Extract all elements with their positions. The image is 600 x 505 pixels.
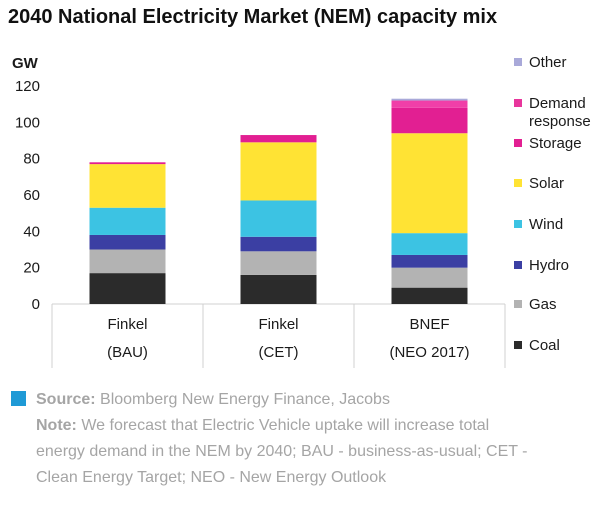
- source-line: Source: Bloomberg New Energy Finance, Ja…: [36, 387, 390, 413]
- y-tick-label: 20: [23, 260, 40, 277]
- source-label: Source:: [36, 391, 96, 408]
- y-tick-label: 100: [15, 114, 40, 131]
- x-tick-label: BNEF: [409, 316, 449, 333]
- y-tick-label: 0: [32, 296, 40, 313]
- x-tick-label: Finkel: [258, 316, 298, 333]
- stacked-bar-chart: GW 0 20 40 60 80 100 120 Finkel (BAU) Finkel (CET) B…: [12, 54, 591, 368]
- bar-segment-demand-response: [391, 100, 468, 108]
- x-tick-label: (BAU): [107, 344, 148, 361]
- y-tick-label: 40: [23, 223, 40, 240]
- bar-segment-gas: [240, 251, 317, 275]
- legend-label: Storage: [529, 135, 582, 152]
- note-line-1: Note: We forecast that Electric Vehicle …: [36, 413, 489, 439]
- bar-segment-coal: [391, 287, 468, 304]
- legend-swatch: [514, 220, 522, 228]
- bar-segment-wind: [240, 200, 317, 237]
- legend-swatch: [514, 261, 522, 269]
- x-tick-label: (NEO 2017): [389, 344, 469, 361]
- bar-segment-wind: [391, 233, 468, 255]
- y-tick-label: 80: [23, 151, 40, 168]
- note-line-2: energy demand in the NEM by 2040; BAU - …: [36, 443, 528, 460]
- bar-segment-coal: [240, 274, 317, 304]
- legend-label: Coal: [529, 337, 560, 354]
- note-text-1: We forecast that Electric Vehicle uptake…: [76, 417, 490, 434]
- bar-segment-gas: [89, 249, 166, 274]
- legend-label: Demand: [529, 95, 586, 112]
- note-line-3: Clean Energy Target; NEO - New Energy Ou…: [36, 469, 387, 486]
- x-tick-label: (CET): [259, 344, 299, 361]
- legend-swatch: [514, 300, 522, 308]
- legend-label: Other: [529, 54, 567, 71]
- y-axis-label: GW: [12, 55, 39, 72]
- y-tick-label: 120: [15, 78, 40, 95]
- legend-swatch: [514, 99, 522, 107]
- source-text: Bloomberg New Energy Finance, Jacobs: [95, 391, 390, 408]
- legend-swatch: [514, 139, 522, 147]
- chart-title: 2040 National Electricity Market (NEM) c…: [8, 6, 498, 28]
- bar-segment-gas: [391, 267, 468, 288]
- bar-segment-storage: [89, 162, 166, 165]
- bar-segment-hydro: [89, 234, 166, 250]
- legend-label: Hydro: [529, 257, 569, 274]
- legend-label: response: [529, 113, 591, 130]
- legend-swatch: [514, 341, 522, 349]
- legend-label: Wind: [529, 216, 563, 233]
- note-label: Note:: [36, 417, 77, 434]
- bar-segment-solar: [240, 142, 317, 201]
- bar-segment-other: [391, 98, 468, 101]
- y-tick-label: 60: [23, 187, 40, 204]
- source-accent-square: [11, 391, 26, 406]
- bar-segment-storage: [240, 135, 317, 143]
- bar-segment-wind: [89, 207, 166, 235]
- legend-swatch: [514, 179, 522, 187]
- legend-label: Solar: [529, 175, 564, 192]
- bar-segment-storage: [391, 107, 468, 134]
- bar-segment-coal: [89, 273, 166, 304]
- bar-segment-hydro: [240, 236, 317, 252]
- bar-segment-solar: [89, 164, 166, 208]
- bar-segment-hydro: [391, 254, 468, 268]
- legend-label: Gas: [529, 296, 557, 313]
- bar-segment-solar: [391, 133, 468, 234]
- x-tick-label: Finkel: [107, 316, 147, 333]
- legend-swatch: [514, 58, 522, 66]
